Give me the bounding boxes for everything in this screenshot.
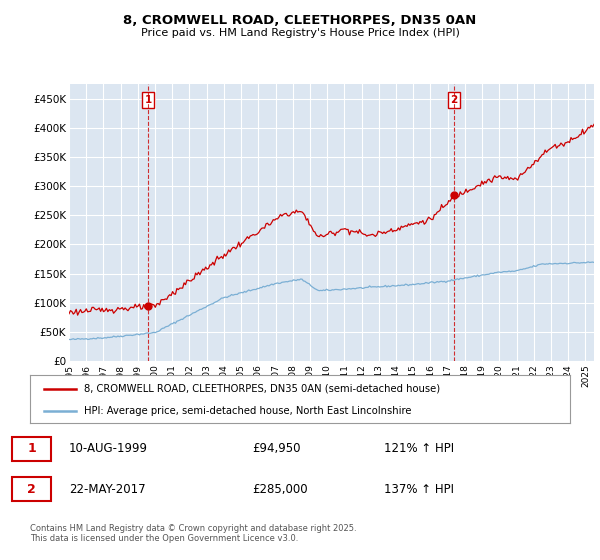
Text: 2: 2 [28, 483, 36, 496]
FancyBboxPatch shape [12, 437, 51, 461]
Text: Contains HM Land Registry data © Crown copyright and database right 2025.
This d: Contains HM Land Registry data © Crown c… [30, 524, 356, 543]
Text: £285,000: £285,000 [252, 483, 308, 496]
Text: £94,950: £94,950 [252, 442, 301, 455]
Text: HPI: Average price, semi-detached house, North East Lincolnshire: HPI: Average price, semi-detached house,… [84, 406, 412, 416]
Text: 1: 1 [145, 95, 152, 105]
FancyBboxPatch shape [12, 477, 51, 502]
Text: 121% ↑ HPI: 121% ↑ HPI [384, 442, 454, 455]
Text: 2: 2 [451, 95, 458, 105]
Text: Price paid vs. HM Land Registry's House Price Index (HPI): Price paid vs. HM Land Registry's House … [140, 28, 460, 38]
Text: 22-MAY-2017: 22-MAY-2017 [69, 483, 146, 496]
Text: 8, CROMWELL ROAD, CLEETHORPES, DN35 0AN (semi-detached house): 8, CROMWELL ROAD, CLEETHORPES, DN35 0AN … [84, 384, 440, 394]
Text: 137% ↑ HPI: 137% ↑ HPI [384, 483, 454, 496]
Text: 10-AUG-1999: 10-AUG-1999 [69, 442, 148, 455]
Text: 1: 1 [28, 442, 36, 455]
Text: 8, CROMWELL ROAD, CLEETHORPES, DN35 0AN: 8, CROMWELL ROAD, CLEETHORPES, DN35 0AN [124, 14, 476, 27]
